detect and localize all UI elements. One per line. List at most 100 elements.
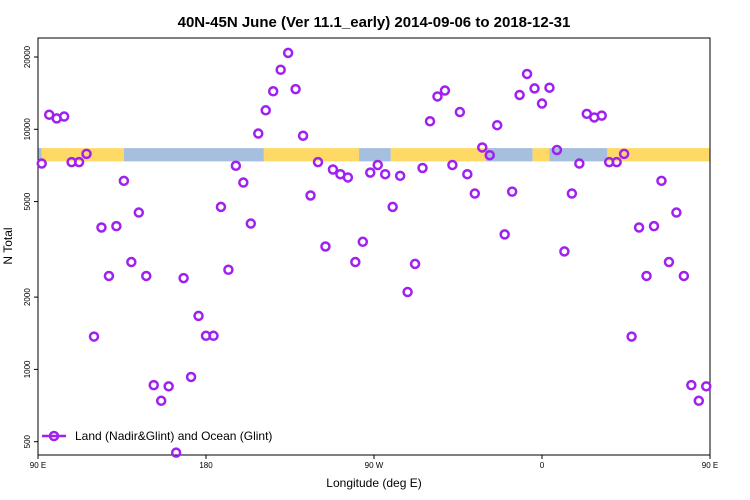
data-point (656, 175, 667, 187)
data-point (327, 164, 339, 175)
data-point (447, 159, 458, 171)
x-axis: 90 E 180 90 W 0 90 E (30, 455, 718, 470)
data-point (357, 236, 369, 248)
data-point (402, 286, 413, 298)
x-tick-label: 90 E (702, 461, 718, 470)
data-point (529, 83, 540, 94)
data-point (163, 381, 174, 392)
data-point (178, 272, 189, 284)
land-segment (390, 148, 486, 162)
data-point (305, 190, 316, 201)
data-point (372, 159, 383, 171)
data-point (36, 158, 47, 169)
land-ocean-band (38, 148, 710, 162)
data-point (506, 186, 518, 197)
data-point (469, 188, 481, 199)
data-point (432, 91, 443, 102)
data-point (126, 256, 137, 268)
data-point (626, 331, 637, 342)
data-points (36, 47, 712, 458)
data-point (260, 105, 271, 116)
x-tick-label: 90 E (30, 461, 46, 470)
data-point (290, 83, 301, 95)
data-point (424, 116, 436, 127)
data-point (297, 130, 309, 141)
data-point (118, 175, 130, 187)
data-point (350, 256, 361, 268)
data-point (574, 158, 585, 169)
data-point (148, 379, 159, 391)
data-point (193, 310, 204, 322)
data-point (394, 170, 406, 182)
data-point (88, 331, 100, 342)
land-segment (607, 148, 710, 162)
data-point (185, 371, 197, 383)
data-point (58, 111, 70, 122)
data-point (686, 379, 697, 391)
data-point (462, 168, 473, 180)
x-axis-label: Longitude (deg E) (326, 476, 421, 490)
data-point (103, 270, 115, 282)
data-point (514, 89, 525, 101)
data-point (267, 86, 279, 97)
y-axis-label: N Total (1, 227, 15, 264)
data-point (275, 64, 286, 76)
data-point (81, 148, 92, 160)
data-point (521, 68, 533, 80)
y-tick-label: 1000 (23, 360, 32, 378)
data-point (320, 241, 331, 252)
ocean-segment (486, 148, 533, 162)
data-point (417, 162, 428, 174)
data-point (618, 148, 630, 160)
x-tick-label: 180 (199, 461, 213, 470)
data-point (253, 128, 264, 139)
land-segment (532, 148, 550, 162)
legend: Land (Nadir&Glint) and Ocean (Glint) (42, 429, 272, 443)
data-point (96, 222, 107, 233)
data-point (379, 168, 391, 180)
data-point (559, 246, 570, 257)
legend-marker (48, 430, 60, 442)
data-point (208, 330, 219, 342)
data-point (663, 256, 675, 268)
y-tick-label: 20000 (23, 45, 32, 68)
land-segment (263, 148, 360, 162)
data-point (633, 222, 645, 233)
y-tick-label: 2000 (23, 288, 32, 306)
data-point (409, 258, 421, 270)
data-point (499, 229, 510, 240)
data-point (693, 395, 705, 407)
data-point (544, 82, 555, 93)
chart-title: 40N-45N June (Ver 11.1_early) 2014-09-06… (178, 14, 571, 31)
data-point (439, 85, 451, 96)
data-point (365, 167, 376, 178)
data-point (484, 149, 495, 161)
data-point (477, 142, 488, 153)
x-tick-label: 90 W (365, 461, 384, 470)
data-point (648, 220, 660, 232)
data-point (170, 447, 182, 458)
data-point (611, 156, 622, 168)
data-point (641, 270, 652, 282)
ocean-segment (123, 148, 264, 162)
y-axis: 500 1000 2000 5000 10000 20000 (23, 45, 38, 448)
x-tick-label: 0 (540, 461, 545, 470)
ocean-segment (38, 148, 42, 162)
data-point (678, 270, 690, 282)
data-point (566, 188, 578, 199)
data-point (111, 220, 122, 232)
y-tick-label: 5000 (23, 192, 32, 210)
ocean-segment (359, 148, 391, 162)
data-point (387, 201, 398, 213)
data-point (491, 119, 503, 131)
y-tick-label: 500 (23, 434, 32, 448)
data-point (245, 218, 257, 229)
data-point (73, 156, 85, 168)
data-point (312, 156, 324, 168)
data-point (701, 381, 712, 392)
data-point (282, 47, 294, 59)
data-point (238, 177, 249, 188)
data-point (215, 201, 227, 213)
data-point (596, 110, 607, 121)
